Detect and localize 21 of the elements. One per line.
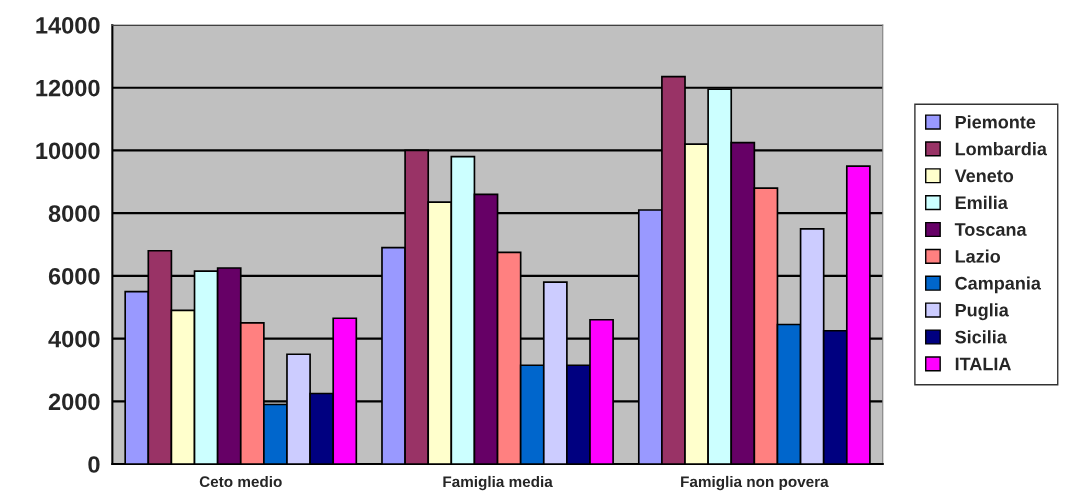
y-tick-label: 0: [88, 456, 100, 473]
y-tick-label: 2000: [48, 393, 100, 411]
legend-label: Lazio: [955, 249, 1001, 263]
x-tick-label: Famiglia media: [443, 475, 553, 491]
y-tick-label: 6000: [48, 267, 100, 285]
y-tick-label: 14000: [36, 17, 100, 34]
legend-label: ITALIA: [955, 357, 1011, 371]
x-tick-label: Famiglia non povera: [681, 475, 829, 491]
y-tick-label: 4000: [48, 330, 100, 348]
y-tick-label: 10000: [36, 142, 100, 160]
legend-label: Lombardia: [955, 142, 1048, 156]
legend-label: Veneto: [954, 169, 1014, 183]
x-tick-label: Ceto medio: [199, 475, 282, 488]
legend-label: Toscana: [954, 223, 1027, 236]
legend-label: Sicilia: [955, 330, 1007, 344]
legend-label: Puglia: [955, 303, 1009, 321]
legend-label: Emilia: [955, 195, 1008, 210]
legend-label: Campania: [955, 276, 1042, 294]
legend-label: Piemonte: [955, 115, 1036, 129]
y-tick-label: 12000: [36, 79, 100, 97]
y-tick-label: 8000: [48, 205, 100, 222]
